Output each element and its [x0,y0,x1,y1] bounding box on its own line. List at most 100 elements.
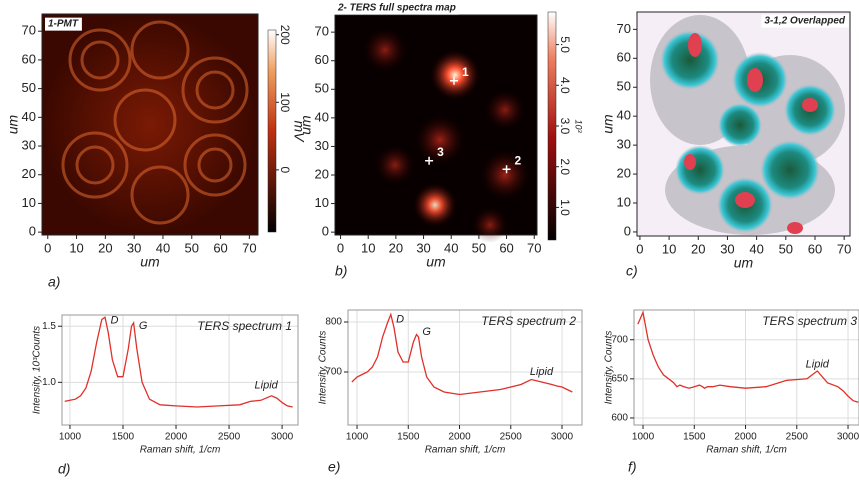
y-tick-label: 60 [22,51,36,66]
y-tick-label: 0 [624,223,631,238]
y-tick-label: 60 [315,52,329,67]
y-tick-label: 0 [322,224,329,239]
spectrum-line [351,312,573,396]
x-tick-label: 0 [44,240,51,255]
x-tick-label: 10 [361,240,375,255]
y-tick-label: 60 [617,50,631,65]
x-axis-label: um [426,254,446,270]
x-axis-label: Raman shift, 1/cm [140,445,221,456]
colorbar-tick-label: 3.0 [558,118,572,135]
chart-title: TERS spectrum 3 [762,314,857,328]
annotation: Lipid [255,380,279,392]
colorbar-tick-label: 0 [278,167,292,174]
marker [449,76,458,85]
colorbar-tick-label: 2.0 [558,158,572,175]
x-tick-label: 40 [749,241,763,256]
x-tick-label: 2500 [786,432,809,443]
annotation: D [111,315,119,327]
x-tick-label: 30 [127,240,141,255]
y-tick-label: 70 [22,23,36,38]
chart-title: 1-PMT [48,19,79,30]
x-tick-label: 1000 [59,432,82,443]
y-tick-label: 40 [617,108,631,123]
y-axis-label: Intensity, Counts [604,331,615,405]
x-tick-label: 1500 [397,432,420,443]
x-tick-label: 50 [185,240,199,255]
y-tick-label: 40 [315,109,329,124]
plot-frame [347,309,583,426]
panel-label: c) [626,263,638,279]
x-tick-label: 2500 [218,432,241,443]
x-axis-label: um [140,254,160,270]
annotation: G [422,326,431,338]
colorbar-tick-label: 100 [278,92,292,112]
y-axis-label: Intensity, 10³Counts [32,326,43,414]
x-tick-label: 1000 [632,432,655,443]
colorbar-label: 10³ [574,119,584,133]
colorbar-tick-label: 1.0 [558,199,572,216]
x-tick-label: 3000 [837,432,859,443]
y-tick-label: 30 [22,137,36,152]
x-axis-label: um [734,255,754,271]
colorbar-label: mV [291,121,307,144]
x-tick-label: 30 [416,240,430,255]
chart-title: 3-1,2 Overlapped [764,16,845,27]
x-axis-label: Raman shift, 1/cm [706,445,787,456]
y-tick-label: 20 [617,166,631,181]
x-axis-label: Raman shift, 1/cm [425,445,506,456]
plot-frame [633,309,859,426]
panel-label: a) [48,274,60,290]
x-tick-label: 3000 [551,432,574,443]
y-tick-label: 50 [617,79,631,94]
x-tick-label: 20 [691,241,705,256]
x-tick-label: 60 [499,240,513,255]
panel-label: f) [628,459,637,475]
panel-label: d) [58,461,70,477]
plot-frame [636,11,851,237]
spectrum-line [637,310,859,403]
colorbar-tick-label: 4.0 [558,77,572,94]
annotation: D [396,313,404,325]
x-tick-label: 1000 [346,432,369,443]
y-axis-label: Intensity, Counts [318,331,329,405]
x-tick-label: 70 [242,240,256,255]
y-tick-label: 650 [611,373,628,384]
y-tick-label: 700 [325,367,342,378]
title-box [45,17,82,31]
x-tick-label: 20 [389,240,403,255]
x-tick-label: 0 [337,240,344,255]
x-tick-label: 40 [156,240,170,255]
panel-label: e) [328,459,340,475]
colorbar [267,29,277,233]
x-tick-label: 3000 [271,432,294,443]
y-tick-label: 1.5 [42,321,56,332]
marker-label: 3 [437,145,444,159]
x-tick-label: 10 [69,240,83,255]
y-axis-label: um [600,114,616,134]
plot-frame [61,314,299,426]
x-tick-label: 30 [720,241,734,256]
pmt-image [42,14,258,235]
marker [425,156,434,165]
colorbar-tick-label: 200 [278,25,292,45]
y-tick-label: 50 [22,80,36,95]
y-tick-label: 70 [617,21,631,36]
y-tick-label: 10 [617,194,631,209]
x-tick-label: 2000 [165,432,188,443]
y-tick-label: 40 [22,109,36,124]
colorbar-tick-label: 5.0 [558,36,572,53]
y-axis-label: um [5,114,21,134]
annotation: G [139,320,148,332]
x-tick-label: 70 [527,240,541,255]
x-tick-label: 40 [444,240,458,255]
title-box [334,1,459,15]
chart-title: TERS spectrum 2 [481,314,576,328]
y-tick-label: 600 [611,413,628,424]
y-tick-label: 30 [617,137,631,152]
colorbar [547,11,557,241]
annotation: Lipid [806,359,830,371]
y-tick-label: 50 [315,81,329,96]
y-tick-label: 20 [315,166,329,181]
spectrum-line [64,316,293,408]
